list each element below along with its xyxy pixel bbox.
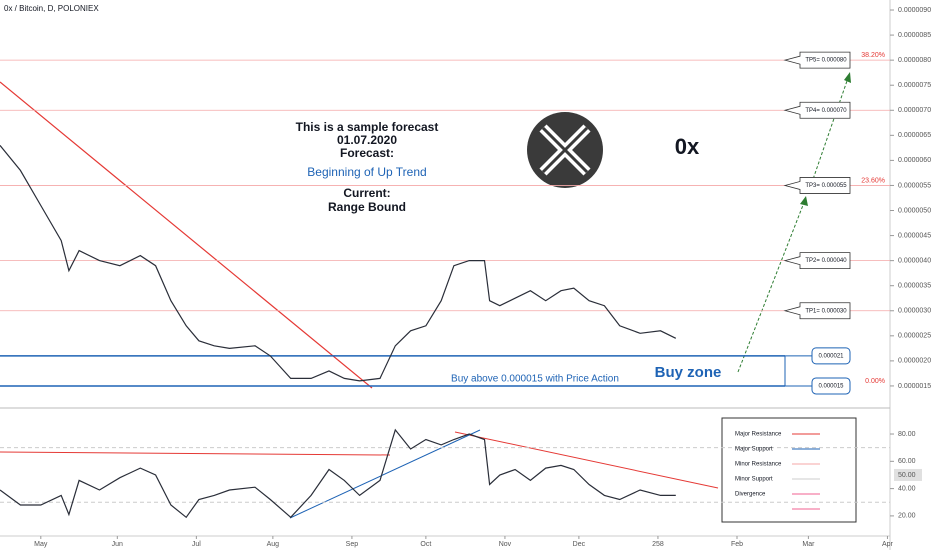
x-tick-label: Feb <box>731 541 743 548</box>
legend-label: Minor Support <box>735 477 773 483</box>
rsi-marker: 50.00 <box>898 472 916 479</box>
legend-box <box>721 417 857 523</box>
y-tick-label: 80.00 <box>898 431 916 438</box>
x-tick-label: Mar <box>802 541 815 548</box>
logo <box>527 112 603 188</box>
buy-zone-label: Buy zone <box>655 364 722 381</box>
zone-label: 0.000021 <box>818 353 844 359</box>
target-callout <box>783 252 851 270</box>
symbol: 0x / Bitcoin, D, POLONIEX <box>4 4 99 13</box>
y-tick-label: 0.0000090 <box>898 7 931 14</box>
x-tick-label: Jun <box>112 541 123 548</box>
target-callout <box>783 302 851 320</box>
rsi-resistance <box>454 431 719 489</box>
projection-arrow <box>737 199 806 373</box>
forecast-text: Forecast: <box>340 146 394 160</box>
y-tick-label: 0.0000065 <box>898 132 931 139</box>
target-label: TP5= 0.000080 <box>805 58 847 64</box>
target-callout <box>783 177 851 194</box>
y-tick-label: 0.0000055 <box>898 182 931 189</box>
y-tick-label: 0.0000045 <box>898 232 931 239</box>
x-tick-label: May <box>34 541 48 548</box>
y-tick-label: 0.0000030 <box>898 308 931 315</box>
y-tick-label: 0.0000060 <box>898 157 931 164</box>
y-tick-label: 40.00 <box>898 485 916 492</box>
y-tick-label: 0.0000080 <box>898 57 931 64</box>
target-label: TP4= 0.000070 <box>805 108 847 114</box>
coin-name: 0x <box>675 134 700 159</box>
y-tick-label: 0.0000075 <box>898 82 931 89</box>
x-tick-label: Sep <box>346 541 359 548</box>
rsi-resistance <box>0 451 391 456</box>
price-line <box>0 145 677 382</box>
y-tick-label: 0.0000015 <box>898 383 931 390</box>
y-tick-label: 0.0000050 <box>898 207 931 214</box>
target-callout <box>783 51 851 69</box>
fib-label: 23.60% <box>861 177 885 184</box>
fib-label: 38.20% <box>861 52 885 59</box>
x-tick-label: Oct <box>420 541 431 548</box>
y-tick-label: 0.0000025 <box>898 333 931 340</box>
fib-label: 0.00% <box>865 378 885 385</box>
x-tick-label: Aug <box>267 541 280 548</box>
legend-label: Major Resistance <box>735 432 782 438</box>
x-tick-label: Nov <box>499 541 512 548</box>
y-tick-label: 0.0000085 <box>898 32 931 39</box>
zone-label: 0.000015 <box>818 384 844 390</box>
forecast-text: This is a sample forecast <box>296 120 439 134</box>
x-tick-label: Dec <box>573 541 586 548</box>
y-tick-label: 0.0000070 <box>898 107 931 114</box>
x-tick-label: Apr <box>882 541 894 548</box>
buy-note: Buy above 0.000015 with Price Action <box>451 374 619 385</box>
zone-callout <box>811 347 851 365</box>
arrow-head <box>800 196 808 206</box>
zone-callout <box>811 377 851 395</box>
y-tick-label: 60.00 <box>898 458 916 465</box>
arrow-head <box>844 72 851 83</box>
target-label: TP3= 0.000055 <box>805 183 847 189</box>
legend-label: Divergence <box>735 492 766 498</box>
y-tick-label: 0.0000020 <box>898 358 931 365</box>
y-tick-label: 20.00 <box>898 513 916 520</box>
projection-arrow <box>809 77 849 189</box>
rsi-marker-box <box>894 468 922 481</box>
legend-label: Minor Resistance <box>735 462 782 468</box>
forecast-text: Current: <box>343 186 390 200</box>
forecast-text: Range Bound <box>328 200 406 214</box>
target-callout <box>783 101 851 119</box>
target-label: TP2= 0.000040 <box>805 258 847 264</box>
major-resistance-line <box>0 81 373 389</box>
forecast-text: Beginning of Up Trend <box>307 165 426 179</box>
y-tick-label: 0.0000040 <box>898 257 931 264</box>
x-tick-label: Jul <box>192 541 201 548</box>
y-tick-label: 0.0000035 <box>898 283 931 290</box>
target-label: TP1= 0.000030 <box>805 308 847 314</box>
legend-label: Major Support <box>735 447 773 453</box>
price-line <box>0 428 676 519</box>
x-tick-label: 258 <box>652 541 664 548</box>
forecast-text: 01.07.2020 <box>337 133 397 147</box>
rsi-support <box>289 429 481 519</box>
